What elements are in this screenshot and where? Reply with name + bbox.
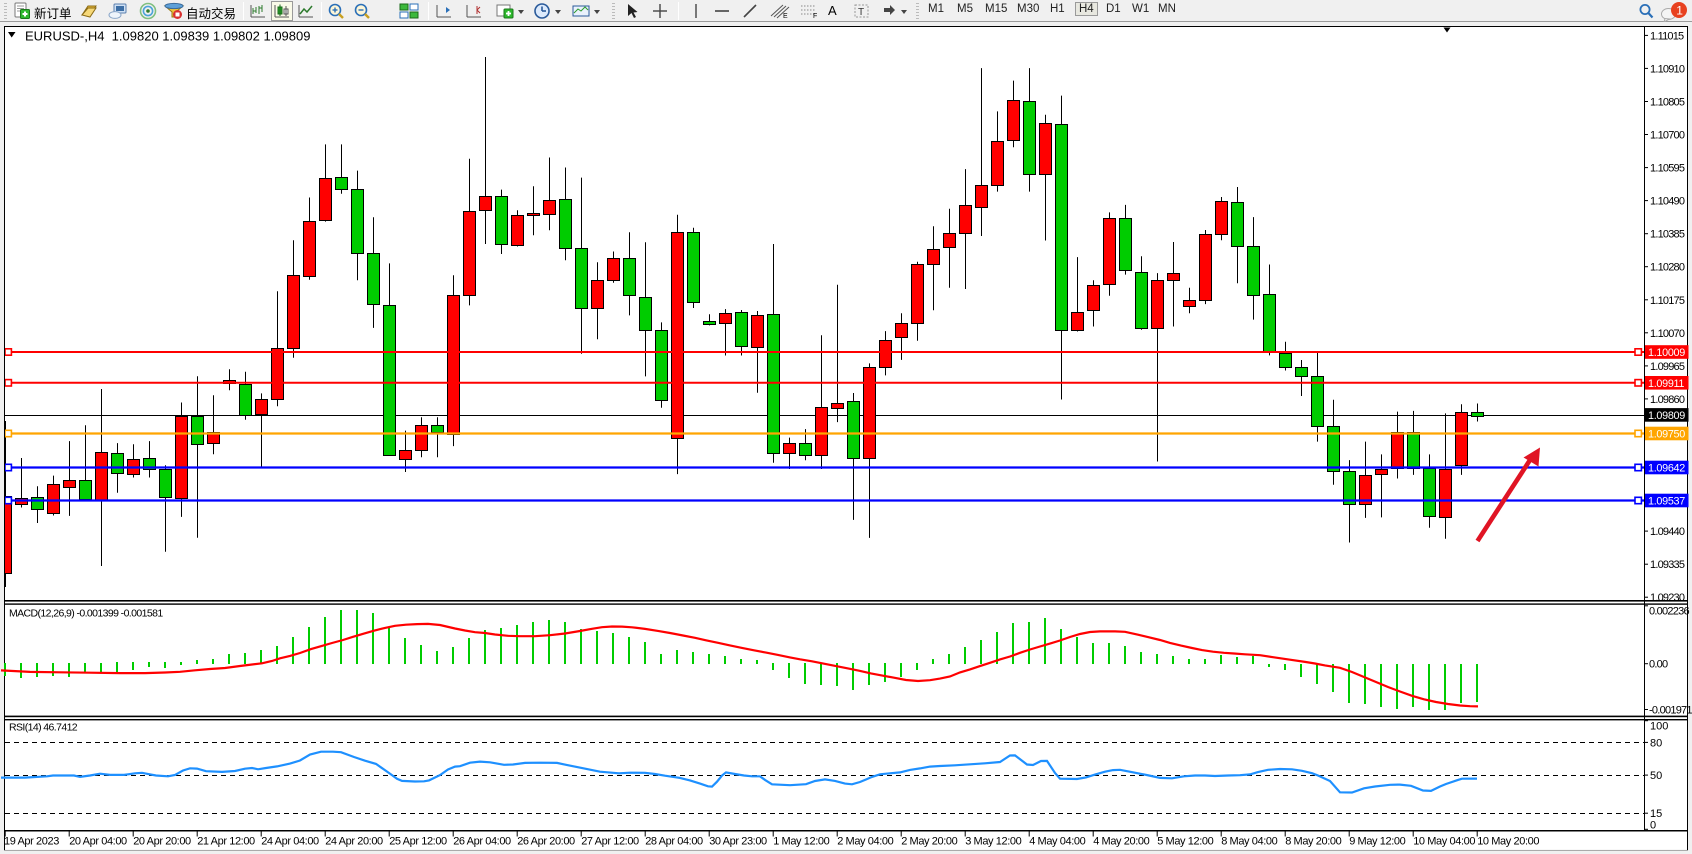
svg-text:1.09440: 1.09440 xyxy=(1650,526,1685,538)
svg-text:1.10595: 1.10595 xyxy=(1650,163,1685,175)
svg-text:1.09642: 1.09642 xyxy=(1648,463,1685,475)
svg-text:MACD(12,26,9) -0.001399 -0.001: MACD(12,26,9) -0.001399 -0.001581 xyxy=(9,608,163,620)
svg-text:50: 50 xyxy=(1650,770,1662,782)
svg-text:EURUSD-,H4 1.09820 1.09839 1.: EURUSD-,H4 1.09820 1.09839 1.09802 1.098… xyxy=(25,29,310,44)
svg-text:15: 15 xyxy=(1650,808,1662,820)
svg-text:24 Apr 20:00: 24 Apr 20:00 xyxy=(325,836,383,848)
svg-text:25 Apr 12:00: 25 Apr 12:00 xyxy=(389,836,447,848)
svg-text:8 May 20:00: 8 May 20:00 xyxy=(1285,836,1341,848)
svg-text:1.09230: 1.09230 xyxy=(1650,592,1685,604)
svg-text:0.002236: 0.002236 xyxy=(1649,605,1690,617)
svg-text:5 May 12:00: 5 May 12:00 xyxy=(1157,836,1213,848)
svg-text:RSI(14) 46.7412: RSI(14) 46.7412 xyxy=(9,722,78,734)
svg-text:100: 100 xyxy=(1650,721,1668,733)
svg-text:1: 1 xyxy=(1676,4,1683,18)
svg-text:1.10700: 1.10700 xyxy=(1650,130,1685,142)
svg-text:2 May 04:00: 2 May 04:00 xyxy=(837,836,893,848)
svg-text:26 Apr 20:00: 26 Apr 20:00 xyxy=(517,836,575,848)
svg-text:80: 80 xyxy=(1650,737,1662,749)
svg-text:26 Apr 04:00: 26 Apr 04:00 xyxy=(453,836,511,848)
svg-text:30 Apr 23:00: 30 Apr 23:00 xyxy=(709,836,767,848)
svg-text:1.11015: 1.11015 xyxy=(1650,30,1684,42)
svg-text:4 May 04:00: 4 May 04:00 xyxy=(1029,836,1085,848)
svg-text:1.09911: 1.09911 xyxy=(1648,378,1684,390)
svg-text:1.10280: 1.10280 xyxy=(1650,262,1685,274)
svg-text:2 May 20:00: 2 May 20:00 xyxy=(901,836,957,848)
svg-text:4 May 20:00: 4 May 20:00 xyxy=(1093,836,1149,848)
svg-text:1.09965: 1.09965 xyxy=(1650,361,1685,373)
svg-text:3 May 12:00: 3 May 12:00 xyxy=(965,836,1021,848)
svg-text:28 Apr 04:00: 28 Apr 04:00 xyxy=(645,836,703,848)
svg-text:1.10009: 1.10009 xyxy=(1648,347,1685,359)
svg-text:1.09537: 1.09537 xyxy=(1648,496,1685,508)
svg-text:1.10070: 1.10070 xyxy=(1650,328,1685,340)
svg-text:E: E xyxy=(783,13,788,20)
svg-text:20 Apr 04:00: 20 Apr 04:00 xyxy=(69,836,127,848)
svg-text:1.10385: 1.10385 xyxy=(1650,229,1685,241)
svg-text:21 Apr 12:00: 21 Apr 12:00 xyxy=(197,836,255,848)
svg-text:10 May 20:00: 10 May 20:00 xyxy=(1477,836,1539,848)
svg-text:1.10805: 1.10805 xyxy=(1650,97,1685,109)
svg-text:0: 0 xyxy=(1650,820,1656,832)
svg-text:1.09809: 1.09809 xyxy=(1648,410,1685,422)
svg-text:1.10910: 1.10910 xyxy=(1650,63,1685,75)
svg-text:1.10175: 1.10175 xyxy=(1650,295,1685,307)
svg-text:F: F xyxy=(813,13,817,20)
svg-text:24 Apr 04:00: 24 Apr 04:00 xyxy=(261,836,319,848)
svg-text:1 May 12:00: 1 May 12:00 xyxy=(773,836,829,848)
svg-text:27 Apr 12:00: 27 Apr 12:00 xyxy=(581,836,639,848)
svg-text:T: T xyxy=(858,7,864,18)
svg-text:1.09750: 1.09750 xyxy=(1648,429,1685,441)
svg-text:1.09860: 1.09860 xyxy=(1650,394,1685,406)
svg-text:1.10490: 1.10490 xyxy=(1650,196,1685,208)
svg-text:20 Apr 20:00: 20 Apr 20:00 xyxy=(133,836,191,848)
svg-text:8 May 04:00: 8 May 04:00 xyxy=(1221,836,1277,848)
svg-text:9 May 12:00: 9 May 12:00 xyxy=(1349,836,1405,848)
svg-text:19 Apr 2023: 19 Apr 2023 xyxy=(4,836,59,848)
svg-text:10 May 04:00: 10 May 04:00 xyxy=(1413,836,1475,848)
svg-text:1.09335: 1.09335 xyxy=(1650,559,1685,571)
svg-text:-0.001971: -0.001971 xyxy=(1649,705,1692,717)
svg-text:0.00: 0.00 xyxy=(1649,659,1668,671)
